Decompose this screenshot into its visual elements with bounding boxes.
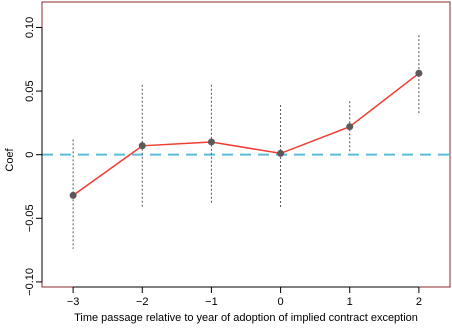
y-axis: −0.10 −0.05 0 0.05 0.10 bbox=[24, 17, 43, 296]
y-tick-label: 0 bbox=[24, 152, 36, 158]
plot-area bbox=[42, 35, 450, 249]
data-point bbox=[415, 69, 423, 77]
x-tick-label: −2 bbox=[136, 296, 149, 308]
x-tick-label: 2 bbox=[416, 296, 422, 308]
data-point bbox=[138, 142, 146, 150]
y-tick-label: 0.05 bbox=[24, 80, 36, 101]
data-point bbox=[346, 123, 354, 131]
x-tick-label: 0 bbox=[278, 296, 284, 308]
x-tick-label: −3 bbox=[67, 296, 80, 308]
data-point bbox=[69, 191, 77, 199]
y-tick-label: −0.10 bbox=[24, 268, 36, 296]
y-axis-title: Coef bbox=[4, 147, 16, 171]
coefficient-line bbox=[72, 72, 420, 197]
plot-frame bbox=[41, 1, 451, 288]
x-axis: −3 −2 −1 0 1 2 bbox=[67, 286, 422, 308]
x-tick-label: 1 bbox=[347, 296, 353, 308]
y-tick-label: −0.05 bbox=[24, 204, 36, 232]
x-axis-title: Time passage relative to year of adoptio… bbox=[74, 312, 418, 324]
y-tick-label: 0.10 bbox=[24, 17, 36, 38]
data-point bbox=[277, 149, 285, 157]
data-point bbox=[207, 138, 215, 146]
x-tick-label: −1 bbox=[205, 296, 218, 308]
